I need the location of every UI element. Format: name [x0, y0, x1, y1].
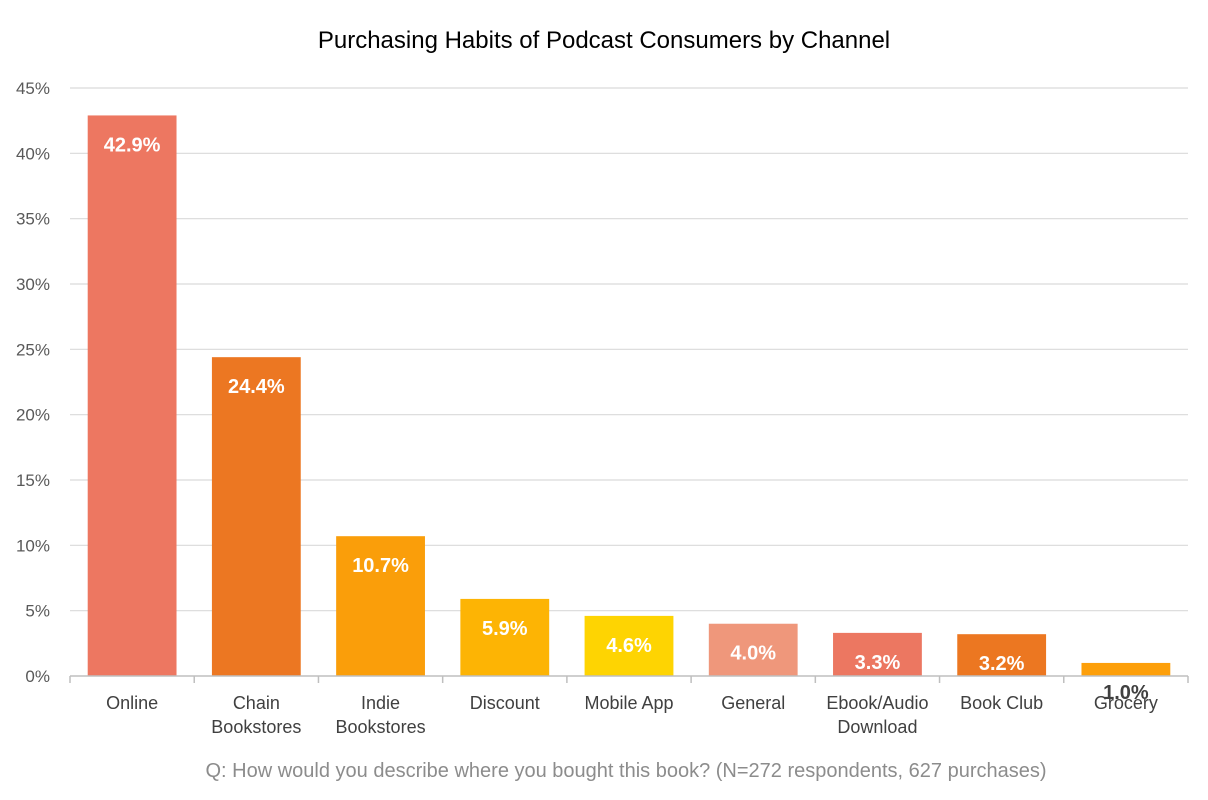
bar — [87, 115, 177, 676]
x-category-label: Chain Bookstores — [211, 693, 301, 737]
x-category-label: Online — [106, 693, 158, 713]
bar-data-label: 1.0% — [1103, 682, 1149, 704]
x-category-label: Discount — [470, 693, 540, 713]
bars — [87, 115, 1171, 676]
bar-data-label: 5.9% — [482, 618, 528, 640]
x-axis — [69, 675, 1189, 683]
bar — [708, 623, 798, 676]
y-tick-label: 30% — [16, 275, 50, 294]
bar-data-label: 42.9% — [104, 134, 161, 156]
chart-title: Purchasing Habits of Podcast Consumers b… — [318, 27, 890, 54]
x-category-label: Mobile App — [584, 693, 673, 713]
bar — [833, 632, 922, 676]
bar-data-label: 10.7% — [352, 555, 409, 577]
bar — [584, 615, 674, 676]
bar — [460, 598, 550, 676]
y-tick-label: 20% — [16, 406, 50, 425]
x-category-label: Indie Bookstores — [336, 693, 426, 737]
y-axis-ticks: 0% 5% 10% 15% 20% 25% 30% 35% 40% 45% — [16, 79, 50, 686]
x-category-label: Book Club — [960, 693, 1043, 713]
bar — [211, 357, 301, 676]
category-labels: Online Chain Bookstores Indie Bookstores Disc… — [106, 693, 1158, 737]
bar-data-label: 4.6% — [606, 635, 652, 657]
bar-data-label: 3.2% — [979, 653, 1025, 675]
x-category-label: Grocery — [1094, 693, 1158, 713]
y-tick-label: 40% — [16, 144, 50, 163]
y-tick-label: 15% — [16, 471, 50, 490]
y-tick-label: 0% — [25, 667, 50, 686]
bar-data-label: 3.3% — [855, 652, 901, 674]
y-tick-label: 35% — [16, 210, 50, 229]
x-category-label: General — [721, 693, 785, 713]
y-tick-label: 5% — [25, 602, 50, 621]
y-tick-label: 25% — [16, 340, 50, 359]
survey-question-note: Q: How would you describe where you boug… — [205, 760, 1046, 782]
data-labels: 42.9% 24.4% 10.7% 5.9% 4.6% 4.0% 3.3% 3.2% 1.0% — [104, 134, 1149, 703]
y-tick-label: 45% — [16, 79, 50, 98]
bar-data-label: 24.4% — [228, 376, 285, 398]
x-category-label: Ebook/Audio Download — [826, 693, 928, 737]
bar — [1081, 662, 1171, 676]
y-tick-label: 10% — [16, 536, 50, 555]
bar-data-label: 4.0% — [730, 643, 776, 665]
bar — [336, 536, 425, 676]
bar — [957, 634, 1047, 676]
